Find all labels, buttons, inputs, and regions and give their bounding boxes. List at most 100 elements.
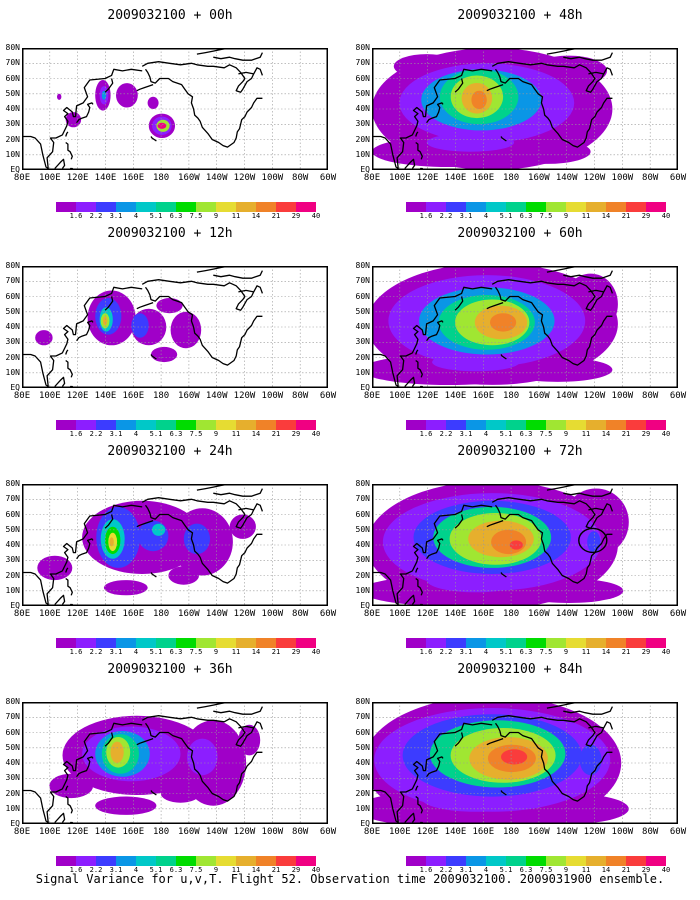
contour-fill bbox=[151, 346, 178, 363]
colorbar-swatch bbox=[606, 202, 626, 212]
lat-tick-label: 40N bbox=[355, 322, 370, 331]
coastline bbox=[494, 286, 613, 366]
map-panel: 2009032100 + 84h 80N 70N 60N 50N 40N 30N 20N 10N… bbox=[350, 660, 690, 874]
lat-tick-label: 70N bbox=[5, 276, 20, 286]
coastlines bbox=[22, 266, 264, 388]
panel-title: 2009032100 + 36h bbox=[107, 662, 233, 677]
contour-fill bbox=[229, 514, 256, 539]
coastlines bbox=[22, 48, 264, 170]
coastline bbox=[141, 497, 264, 529]
colorbar-swatch bbox=[646, 202, 666, 212]
lon-tick-label: 160W bbox=[528, 391, 550, 401]
colorbar-swatch bbox=[136, 420, 156, 430]
lon-tick-label: 100W bbox=[261, 827, 284, 837]
lat-tick-label: 50N bbox=[355, 524, 370, 534]
colorbar-swatch bbox=[236, 638, 256, 648]
contour-fill bbox=[103, 580, 148, 596]
lon-tick-label: 120E bbox=[416, 391, 439, 401]
map-panel: 2009032100 + 00h 80N 70N 60N 50N 40N 30N 20N 10N… bbox=[0, 6, 340, 220]
colorbar-swatch bbox=[236, 856, 256, 866]
lat-tick-label: EQ bbox=[360, 601, 370, 610]
coastline bbox=[22, 722, 143, 824]
colorbar-label: 9 bbox=[213, 212, 219, 220]
lon-tick-label: 160E bbox=[472, 391, 495, 401]
colorbar-label: 29 bbox=[291, 648, 301, 656]
colorbar-swatch bbox=[406, 638, 426, 648]
colorbar-swatch bbox=[486, 856, 506, 866]
lat-tick-label: 80N bbox=[355, 479, 370, 488]
lat-tick-label: 30N bbox=[5, 119, 20, 129]
lat-tick-label: 40N bbox=[5, 322, 20, 331]
colorbar-swatch bbox=[196, 856, 216, 866]
colorbar-label: 29 bbox=[641, 648, 651, 656]
coastline bbox=[141, 715, 264, 747]
colorbar-swatch bbox=[256, 638, 276, 648]
contour-fill bbox=[156, 298, 183, 314]
lon-tick-label: 60W bbox=[319, 609, 337, 619]
colorbar-label: 14 bbox=[601, 648, 611, 656]
lon-tick-label: 80E bbox=[363, 173, 381, 183]
colorbar-label: 3.1 bbox=[459, 648, 473, 656]
colorbar-label: 4 bbox=[133, 648, 139, 656]
colorbar-label: 2.2 bbox=[439, 430, 453, 438]
contour-fill bbox=[503, 357, 613, 382]
lat-tick-label: 70N bbox=[355, 712, 370, 722]
colorbar-label: 9 bbox=[213, 648, 219, 656]
colorbar-label: 14 bbox=[601, 430, 611, 438]
colorbar-swatch bbox=[446, 202, 466, 212]
lon-tick-label: 160W bbox=[178, 173, 200, 183]
colorbar-swatch bbox=[506, 420, 526, 430]
lat-tick-label: 20N bbox=[355, 134, 370, 144]
colorbar-label: 4 bbox=[133, 430, 139, 438]
colorbar-swatch bbox=[176, 202, 196, 212]
coastline bbox=[136, 519, 154, 528]
colorbar-swatch bbox=[56, 420, 76, 430]
lat-tick-label: 10N bbox=[5, 367, 20, 377]
coastlines bbox=[22, 484, 264, 606]
colorbar-label: 9 bbox=[563, 866, 569, 874]
colorbar-label: 29 bbox=[291, 212, 301, 220]
colorbar-swatch bbox=[296, 856, 316, 866]
lon-tick-label: 160E bbox=[472, 609, 495, 619]
colorbar-label: 7.5 bbox=[189, 866, 203, 874]
lat-tick-label: 50N bbox=[5, 742, 20, 752]
colorbar-label: 2.2 bbox=[89, 212, 103, 220]
colorbar-label: 7.5 bbox=[539, 648, 553, 656]
colorbar-swatch bbox=[486, 202, 506, 212]
coastline bbox=[486, 83, 504, 92]
map-panel: 2009032100 + 24h 80N 70N 60N 50N 40N 30N 20N 10N… bbox=[0, 442, 340, 656]
colorbar-label: 14 bbox=[251, 866, 261, 874]
lat-tick-label: EQ bbox=[10, 383, 20, 392]
colorbar-label: 1.6 bbox=[69, 430, 83, 438]
lat-tick-label: 30N bbox=[355, 337, 370, 347]
colorbar-label: 5.1 bbox=[149, 866, 163, 874]
lon-tick-label: 100W bbox=[261, 173, 284, 183]
lon-tick-label: 120E bbox=[416, 173, 439, 183]
colorbar-label: 4 bbox=[483, 648, 489, 656]
colorbar-swatch bbox=[506, 638, 526, 648]
coastline bbox=[372, 504, 493, 606]
lon-tick-label: 160W bbox=[528, 173, 550, 183]
lat-tick-label: 60N bbox=[5, 291, 20, 301]
coastline bbox=[491, 715, 614, 747]
colorbar-label: 40 bbox=[311, 866, 321, 874]
lon-tick-label: 100W bbox=[261, 391, 284, 401]
coastline bbox=[486, 519, 504, 528]
gridlines bbox=[372, 484, 678, 606]
gridlines bbox=[22, 484, 328, 606]
coastline bbox=[136, 737, 154, 746]
colorbar-swatch bbox=[406, 856, 426, 866]
lon-tick-label: 120W bbox=[233, 173, 256, 183]
coastline bbox=[454, 296, 464, 311]
colorbar-label: 40 bbox=[661, 866, 671, 874]
coastline bbox=[404, 158, 416, 169]
colorbar-swatch bbox=[56, 856, 76, 866]
colorbar-swatch bbox=[216, 638, 236, 648]
colorbar-swatch bbox=[426, 638, 446, 648]
colorbar bbox=[406, 856, 666, 866]
lon-tick-label: 140E bbox=[94, 391, 117, 401]
colorbar-swatch bbox=[176, 420, 196, 430]
variance-field bbox=[35, 290, 202, 363]
colorbar-label: 7.5 bbox=[189, 430, 203, 438]
lon-tick-label: 160E bbox=[122, 827, 145, 837]
